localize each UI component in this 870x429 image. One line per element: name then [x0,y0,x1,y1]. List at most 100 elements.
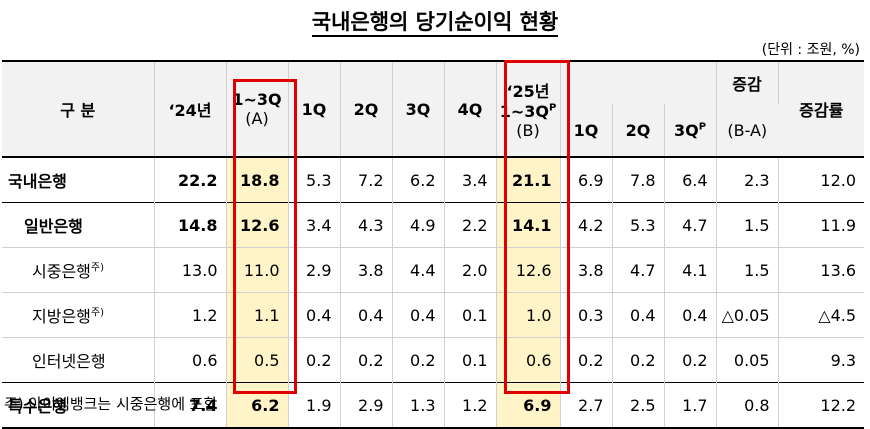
cell: 0.1 [444,337,497,383]
header-2024-q1: 1Q [288,60,341,157]
cell: 4.7 [612,247,665,293]
cell: 3.4 [288,202,341,248]
cell: 5.3 [612,202,665,248]
table-row: 일반은행 14.8 12.6 3.4 4.3 4.9 2.2 14.1 4.2 … [2,202,865,248]
cell: 4.2 [560,202,613,248]
cell: 0.4 [288,292,341,338]
cell: 6.2 [226,382,289,429]
cell: 4.3 [340,202,393,248]
footnote: 주) 아이엠뱅크는 시중은행에 포함 [4,395,218,413]
cell: 1.5 [716,247,779,293]
cell: 11.9 [778,202,865,248]
header-diff: 증감 [716,60,779,104]
cell: 21.1 [496,156,561,203]
cell: 4.4 [392,247,445,293]
cell: 4.7 [664,202,717,248]
header-2025-spacer [560,60,717,104]
cell: 0.4 [664,292,717,338]
header-2025-1-3q: ‘25년 1~3QP (B) [496,60,561,157]
cell: 14.1 [496,202,561,248]
cell: 5.3 [288,156,341,203]
cell: 4.1 [664,247,717,293]
unit-label: (단위 : 조원, %) [761,42,860,58]
cell: 2.0 [444,247,497,293]
table-row: 인터넷은행 0.6 0.5 0.2 0.2 0.2 0.1 0.6 0.2 0.… [2,337,865,383]
row-label: 일반은행 [2,202,155,248]
row-label: 국내은행 [2,156,155,203]
header-2024-q4: 4Q [444,60,497,157]
header-2025-q1: 1Q [560,104,613,157]
cell: 1.3 [392,382,445,429]
cell: 0.4 [340,292,393,338]
cell: 1.5 [716,202,779,248]
cell: 12.2 [778,382,865,429]
cell: 4.9 [392,202,445,248]
cell: 7.2 [340,156,393,203]
header-category: 구 분 [2,60,155,157]
header-2025-q3: 3QP [664,104,717,157]
cell: 6.4 [664,156,717,203]
cell: △0.05 [716,292,779,338]
cell: 6.2 [392,156,445,203]
cell: 9.3 [778,337,865,383]
header-2024: ‘24년 [154,60,227,157]
cell: 1.2 [444,382,497,429]
table-row: 국내은행 22.2 18.8 5.3 7.2 6.2 3.4 21.1 6.9 … [2,156,865,203]
cell: 6.9 [560,156,613,203]
header-2025-q2: 2Q [612,104,665,157]
cell: 0.8 [716,382,779,429]
cell: 2.9 [288,247,341,293]
cell: 22.2 [154,156,227,203]
cell: 13.6 [778,247,865,293]
cell: 0.2 [288,337,341,383]
cell: △4.5 [778,292,865,338]
header-2024-q3: 3Q [392,60,445,157]
cell: 14.8 [154,202,227,248]
cell: 2.3 [716,156,779,203]
cell: 0.2 [612,337,665,383]
cell: 0.4 [612,292,665,338]
net-income-table: 구 분 ‘24년 1~3Q (A) 1Q 2Q 3Q 4Q ‘25년 1~3QP … [2,60,865,429]
cell: 12.0 [778,156,865,203]
page-title: 국내은행의 당기순이익 현황 [0,6,870,37]
cell: 0.05 [716,337,779,383]
cell: 2.5 [612,382,665,429]
cell: 0.2 [392,337,445,383]
cell: 0.6 [496,337,561,383]
cell: 2.9 [340,382,393,429]
cell: 1.2 [154,292,227,338]
cell: 0.2 [664,337,717,383]
cell: 0.4 [392,292,445,338]
cell: 3.8 [340,247,393,293]
table-row: 시중은행주) 13.0 11.0 2.9 3.8 4.4 2.0 12.6 3.… [2,247,865,293]
cell: 2.7 [560,382,613,429]
cell: 12.6 [496,247,561,293]
cell: 11.0 [226,247,289,293]
cell: 1.9 [288,382,341,429]
header-2024-1-3q: 1~3Q (A) [226,60,289,157]
cell: 0.3 [560,292,613,338]
cell: 7.8 [612,156,665,203]
cell: 0.6 [154,337,227,383]
cell: 3.8 [560,247,613,293]
header-diff-formula: (B-A) [716,104,779,157]
cell: 6.9 [496,382,561,429]
cell: 0.1 [444,292,497,338]
cell: 0.5 [226,337,289,383]
table-row: 지방은행주) 1.2 1.1 0.4 0.4 0.4 0.1 1.0 0.3 0… [2,292,865,338]
cell: 12.6 [226,202,289,248]
cell: 0.2 [560,337,613,383]
row-label: 지방은행주) [2,292,155,338]
cell: 0.2 [340,337,393,383]
cell: 13.0 [154,247,227,293]
cell: 2.2 [444,202,497,248]
cell: 3.4 [444,156,497,203]
header-2024-q2: 2Q [340,60,393,157]
row-label: 시중은행주) [2,247,155,293]
cell: 1.1 [226,292,289,338]
cell: 1.0 [496,292,561,338]
header-rate: 증감률 [778,60,865,157]
cell: 1.7 [664,382,717,429]
cell: 18.8 [226,156,289,203]
row-label: 인터넷은행 [2,337,155,383]
